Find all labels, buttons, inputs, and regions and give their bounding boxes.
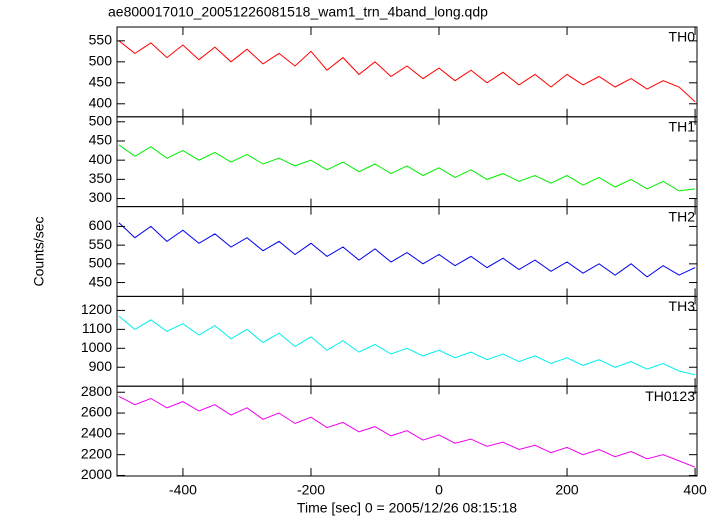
chart-title: ae800017010_20051226081518_wam1_trn_4ban… (108, 4, 488, 20)
y-tick-label: 550 (89, 32, 113, 48)
y-tick-label: 2400 (81, 425, 112, 441)
x-tick-label: 400 (683, 482, 707, 498)
y-tick-label: 500 (89, 53, 113, 69)
panel-label: TH0123 (645, 388, 695, 404)
y-tick-label: 500 (89, 112, 113, 128)
y-tick-label: 500 (89, 255, 113, 271)
panel-frame (116, 116, 698, 208)
x-tick-label: -400 (169, 482, 197, 498)
x-axis-label: Time [sec] 0 = 2005/12/26 08:15:18 (297, 500, 517, 516)
y-tick-label: 2600 (81, 404, 112, 420)
light-curve (118, 395, 696, 468)
y-tick-label: 600 (89, 217, 113, 233)
x-tick-label: -200 (297, 482, 325, 498)
light-curve (118, 222, 696, 278)
y-tick-label: 2000 (81, 466, 112, 482)
y-tick-label: 300 (89, 189, 113, 205)
panel-frame (116, 206, 698, 297)
y-tick-label: 450 (89, 132, 113, 148)
y-tick-label: 450 (89, 273, 113, 289)
panel-frame (116, 26, 698, 118)
x-tick-label: 200 (555, 482, 579, 498)
panel-label: TH3 (669, 298, 696, 314)
panel-label: TH1 (669, 119, 696, 135)
light-curve (118, 315, 696, 376)
y-tick-label: 400 (89, 151, 113, 167)
light-curve (118, 40, 696, 103)
y-tick-label: 350 (89, 170, 113, 186)
x-tick-label: 0 (435, 482, 443, 498)
y-tick-label: 550 (89, 236, 113, 252)
y-tick-label: 1200 (81, 301, 112, 317)
y-tick-label: 900 (89, 358, 113, 374)
panel-label: TH2 (669, 208, 696, 224)
y-tick-label: 400 (89, 94, 113, 110)
y-axis-label: Counts/sec (31, 216, 47, 286)
panel-label: TH0 (669, 29, 696, 45)
y-tick-label: 2800 (81, 383, 112, 399)
panel-frame (116, 385, 698, 477)
y-tick-label: 450 (89, 74, 113, 90)
panel-frame (116, 295, 698, 387)
y-tick-label: 2200 (81, 445, 112, 461)
y-tick-label: 1000 (81, 339, 112, 355)
y-tick-label: 1100 (82, 320, 112, 336)
light-curve (118, 144, 696, 192)
